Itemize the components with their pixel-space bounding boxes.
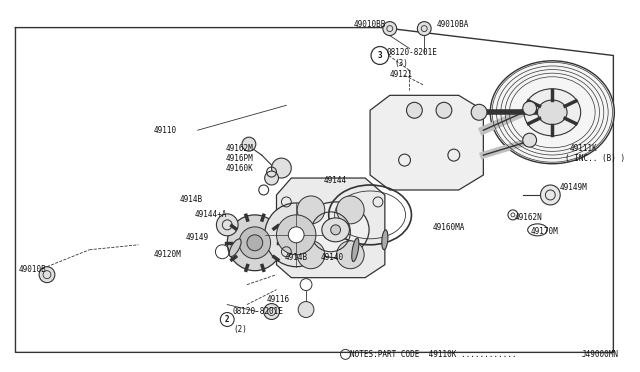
Ellipse shape <box>322 218 349 242</box>
Text: 49140: 49140 <box>321 253 344 262</box>
Ellipse shape <box>271 158 291 178</box>
Text: 49160MA: 49160MA <box>432 223 465 232</box>
Ellipse shape <box>288 227 304 243</box>
Ellipse shape <box>541 185 560 205</box>
Ellipse shape <box>216 214 238 236</box>
Text: 49121: 49121 <box>390 70 413 79</box>
Ellipse shape <box>383 22 397 36</box>
Ellipse shape <box>524 89 580 136</box>
Ellipse shape <box>264 304 280 320</box>
Ellipse shape <box>265 203 328 267</box>
Ellipse shape <box>297 241 324 269</box>
Text: 49160K: 49160K <box>225 164 253 173</box>
Text: 49120M: 49120M <box>154 250 181 259</box>
Text: 2: 2 <box>225 315 230 324</box>
Ellipse shape <box>265 171 278 185</box>
Ellipse shape <box>337 241 364 269</box>
Ellipse shape <box>406 102 422 118</box>
Ellipse shape <box>247 235 262 251</box>
Polygon shape <box>370 95 483 190</box>
Text: 08120-8201E: 08120-8201E <box>232 307 283 316</box>
Ellipse shape <box>538 100 567 125</box>
Ellipse shape <box>276 215 316 255</box>
Ellipse shape <box>297 196 324 224</box>
Text: 49149M: 49149M <box>559 183 587 192</box>
Text: 49162M: 49162M <box>225 144 253 153</box>
Ellipse shape <box>523 101 536 115</box>
Text: 49110: 49110 <box>154 126 177 135</box>
Text: 4916PM: 4916PM <box>225 154 253 163</box>
Text: 08120-8201E: 08120-8201E <box>387 48 438 57</box>
Text: 4914B: 4914B <box>180 195 203 205</box>
Ellipse shape <box>337 196 364 224</box>
Ellipse shape <box>436 102 452 118</box>
Text: 49144+A: 49144+A <box>195 211 227 219</box>
Polygon shape <box>276 178 385 278</box>
Ellipse shape <box>298 302 314 318</box>
Ellipse shape <box>242 137 256 151</box>
Text: 4914B: 4914B <box>284 253 307 262</box>
Ellipse shape <box>39 267 55 283</box>
Text: 49162N: 49162N <box>515 214 543 222</box>
Ellipse shape <box>382 230 388 250</box>
Text: 3: 3 <box>378 51 382 60</box>
Text: 49116: 49116 <box>267 295 290 304</box>
Ellipse shape <box>229 239 241 257</box>
Text: ( INC.. (B) ): ( INC.. (B) ) <box>565 154 625 163</box>
Text: 49010BA: 49010BA <box>437 20 469 29</box>
Ellipse shape <box>227 215 282 271</box>
Text: (3): (3) <box>395 59 408 68</box>
Ellipse shape <box>239 227 271 259</box>
Text: (2): (2) <box>233 325 247 334</box>
Text: 49010BB: 49010BB <box>353 20 386 29</box>
Ellipse shape <box>523 133 536 147</box>
Text: 49111K: 49111K <box>570 144 598 153</box>
Ellipse shape <box>417 22 431 36</box>
Text: NOTES:PART CODE  49110K ............: NOTES:PART CODE 49110K ............ <box>350 350 517 359</box>
Ellipse shape <box>331 225 340 235</box>
Text: 49010B: 49010B <box>19 265 46 274</box>
Ellipse shape <box>352 238 359 262</box>
Text: 49144: 49144 <box>324 176 347 185</box>
Text: J49000MN: J49000MN <box>582 350 619 359</box>
Text: 49170M: 49170M <box>531 227 558 236</box>
Text: 49149: 49149 <box>186 233 209 242</box>
Ellipse shape <box>302 202 369 258</box>
Ellipse shape <box>490 61 614 164</box>
Ellipse shape <box>471 104 487 120</box>
